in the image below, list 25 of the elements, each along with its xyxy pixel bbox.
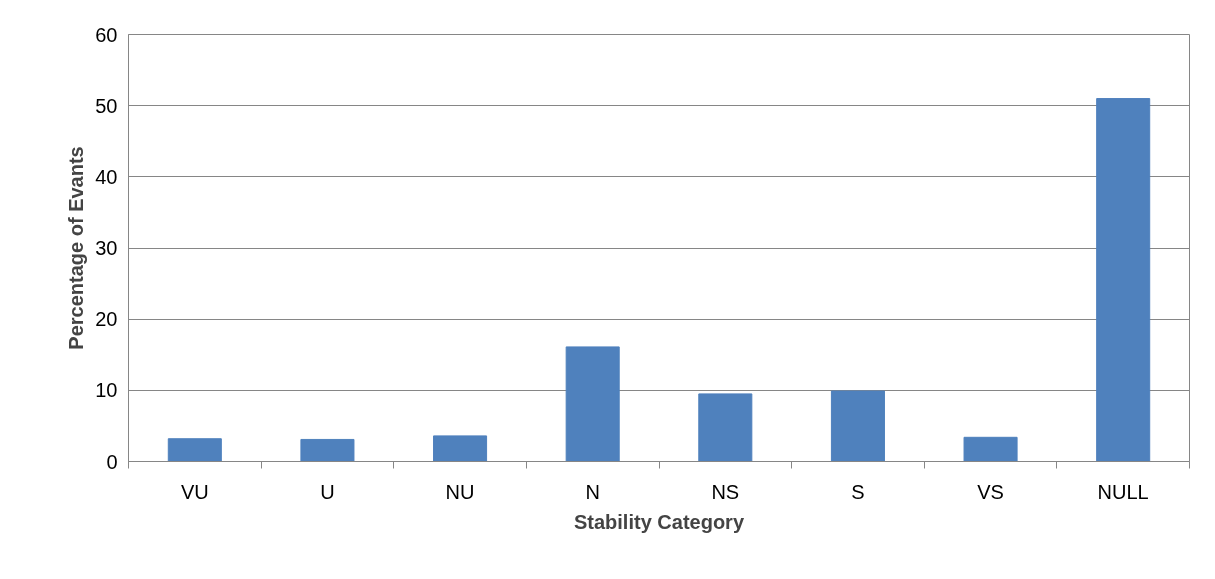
bar [433,435,488,462]
x-tick-label: VS [977,480,1004,503]
bar [300,438,355,462]
bar [830,390,885,462]
x-tick-label: NS [711,480,740,503]
y-tick-label: 60 [95,23,118,46]
y-axis-title: Percentage of Evants [65,146,88,350]
x-tick-label: VU [180,480,209,503]
bar [698,393,753,462]
x-tick-label: NU [445,480,475,503]
y-tick-label: 30 [95,237,118,259]
y-tick-label: 0 [106,450,118,473]
bar [565,346,620,462]
bar [1096,98,1151,462]
x-tick-label: U [320,480,335,503]
y-tick-label: 10 [95,379,118,402]
y-tick-label: 40 [95,165,118,188]
bar [167,438,222,462]
x-tick-label: NULL [1097,480,1149,503]
x-axis-title: Stability Category [573,510,745,533]
x-tick-label: S [851,480,865,503]
y-tick-label: 20 [95,308,118,331]
bar [963,436,1018,462]
x-tick-label: N [585,480,600,503]
y-tick-label: 50 [95,94,118,117]
